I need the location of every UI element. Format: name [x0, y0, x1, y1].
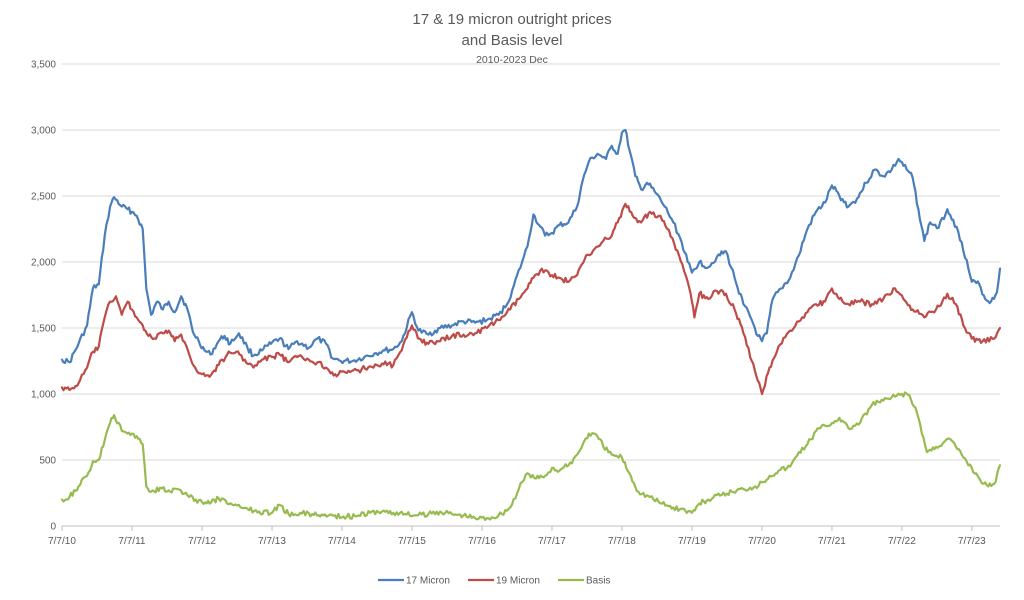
- y-tick-label: 3,500: [31, 60, 56, 71]
- y-tick-label: 0: [50, 522, 56, 533]
- x-tick-label: 7/7/17: [538, 536, 566, 547]
- x-tick-label: 7/7/21: [818, 536, 846, 547]
- x-tick-label: 7/7/22: [888, 536, 916, 547]
- series-line-19-micron: [60, 202, 1002, 396]
- x-tick-label: 7/7/12: [188, 536, 216, 547]
- y-tick-label: 500: [39, 456, 56, 467]
- x-tick-label: 7/7/13: [258, 536, 286, 547]
- x-tick-label: 7/7/23: [958, 536, 986, 547]
- x-tick-label: 7/7/11: [118, 536, 145, 547]
- series-lines: [60, 128, 1002, 521]
- chart-title-line-1: 17 & 19 micron outright prices: [412, 11, 611, 28]
- legend-label: 19 Micron: [496, 576, 540, 587]
- chart-title-line-2: and Basis level: [462, 32, 563, 49]
- y-tick-label: 2,500: [31, 192, 56, 203]
- gridlines: [62, 63, 1000, 461]
- y-tick-label: 1,500: [31, 324, 56, 335]
- y-tick-label: 2,000: [31, 258, 56, 269]
- chart-subtitle: 2010-2023 Dec: [476, 54, 548, 66]
- y-tick-label: 1,000: [31, 390, 56, 401]
- series-line-basis: [60, 391, 1002, 521]
- x-tick-label: 7/7/20: [748, 536, 776, 547]
- legend: 17 Micron 19 Micron Basis: [378, 576, 610, 587]
- x-tick-label: 7/7/19: [678, 536, 706, 547]
- y-tick-label: 3,000: [31, 126, 56, 137]
- axes: 0 500 1,000 1,500 2,000 2,500 3,000 3,500 7/7/10…: [31, 60, 1000, 547]
- legend-label: Basis: [586, 576, 610, 587]
- x-tick-label: 7/7/15: [398, 536, 426, 547]
- series-line-17-micron: [60, 128, 1002, 365]
- legend-label: 17 Micron: [406, 576, 450, 587]
- x-tick-label: 7/7/14: [328, 536, 356, 547]
- x-tick-label: 7/7/18: [608, 536, 636, 547]
- x-tick-label: 7/7/10: [48, 536, 76, 547]
- x-tick-label: 7/7/16: [468, 536, 496, 547]
